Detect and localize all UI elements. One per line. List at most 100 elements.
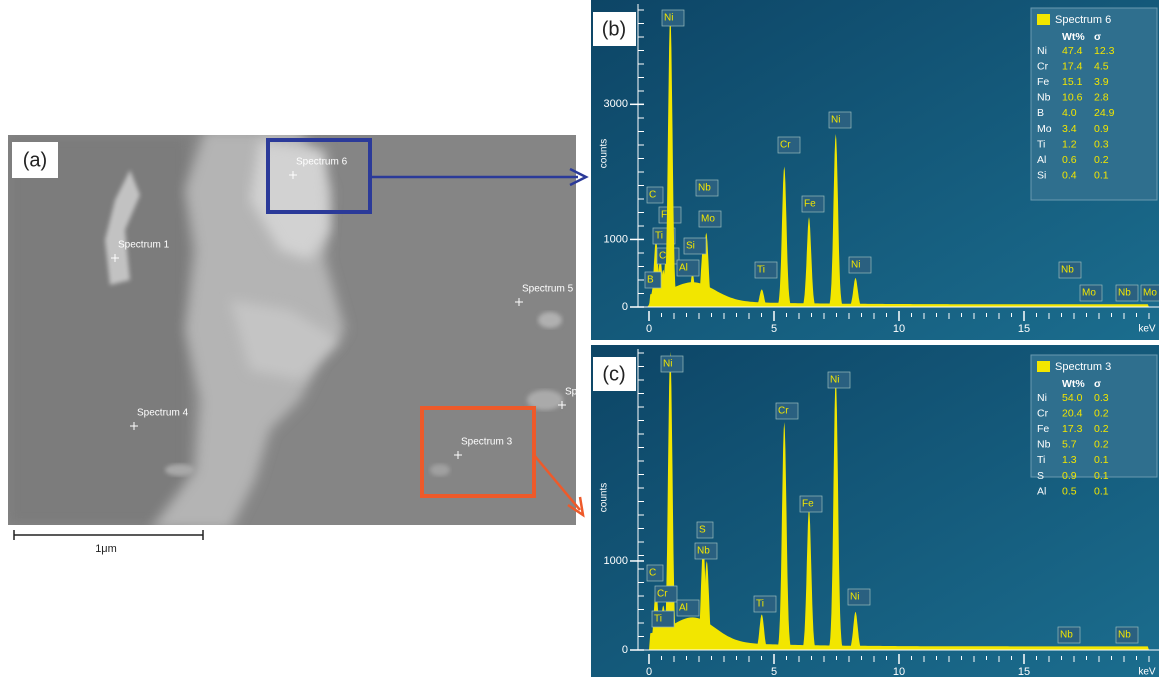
peak-label: Cr	[778, 406, 789, 417]
table-value: 17.4	[1062, 60, 1083, 72]
peak-label: Ti	[757, 265, 765, 276]
table-element: Ni	[1037, 392, 1047, 404]
peak-label: Nb	[698, 183, 711, 194]
table-value: 0.5	[1062, 485, 1077, 497]
peak-label: Fe	[802, 499, 814, 510]
table-element: S	[1037, 470, 1044, 482]
x-tick-label: 15	[1018, 666, 1030, 677]
spot-label: Spectrum 4	[137, 408, 189, 419]
x-tick-label: 0	[646, 323, 652, 335]
table-element: Ti	[1037, 138, 1045, 150]
table-value: 2.8	[1094, 92, 1109, 104]
y-axis-label: counts	[599, 483, 610, 512]
table-value: 3.9	[1094, 76, 1109, 88]
panel-label: (a)	[23, 149, 47, 171]
table-value: 0.2	[1094, 423, 1109, 435]
table-header: Wt%	[1062, 31, 1085, 43]
table-value: 0.2	[1094, 439, 1109, 451]
table-value: 17.3	[1062, 423, 1083, 435]
table-value: 3.4	[1062, 123, 1077, 135]
table-element: Cr	[1037, 407, 1049, 419]
y-tick-label: 1000	[604, 233, 628, 245]
table-value: 20.4	[1062, 407, 1083, 419]
table-value: 0.9	[1062, 470, 1077, 482]
table-element: Mo	[1037, 123, 1052, 135]
table-element: Ni	[1037, 45, 1047, 57]
table-value: 54.0	[1062, 392, 1083, 404]
peak-label: Cr	[780, 140, 791, 151]
y-tick-label: 3000	[604, 98, 628, 110]
x-tick-label: 5	[771, 323, 777, 335]
x-tick-label: 10	[893, 666, 905, 677]
scale-bar-label: 1μm	[95, 543, 117, 555]
table-value: 15.1	[1062, 76, 1083, 88]
peak-label: Ni	[831, 115, 840, 126]
y-tick-label: 0	[622, 301, 628, 313]
peak-label: Ni	[664, 13, 673, 24]
peak-label: Ni	[663, 359, 672, 370]
table-value: 5.7	[1062, 439, 1077, 451]
peak-label: Fe	[804, 199, 816, 210]
peak-label: Ni	[851, 260, 860, 271]
peak-label: Ti	[654, 614, 662, 625]
peak-label: Al	[679, 603, 688, 614]
table-value: 0.4	[1062, 170, 1077, 182]
table-element: Al	[1037, 485, 1046, 497]
table-element: Nb	[1037, 439, 1051, 451]
peak-label: Mo	[1143, 288, 1157, 299]
legend-title: Spectrum 6	[1055, 14, 1111, 26]
spot-label: Spectrum 3	[461, 437, 513, 448]
peak-label: Nb	[1061, 265, 1074, 276]
table-value: 47.4	[1062, 45, 1083, 57]
peak-label: Nb	[1118, 630, 1131, 641]
spot-label: Spectrum 6	[296, 157, 348, 168]
table-value: 0.9	[1094, 123, 1109, 135]
x-tick-label: 0	[646, 666, 652, 677]
x-tick-label: 5	[771, 666, 777, 677]
panel-label: (c)	[602, 363, 625, 385]
table-value: 1.2	[1062, 138, 1077, 150]
y-axis-label: counts	[599, 139, 610, 168]
x-tick-label: 10	[893, 323, 905, 335]
table-element: Fe	[1037, 423, 1049, 435]
peak-label: Ti	[756, 599, 764, 610]
table-value: 0.1	[1094, 485, 1109, 497]
spot-label: Spectrum 5	[522, 284, 574, 295]
peak-label: B	[647, 275, 654, 286]
table-element: Nb	[1037, 92, 1051, 104]
table-value: 0.3	[1094, 392, 1109, 404]
table-value: 10.6	[1062, 92, 1083, 104]
y-tick-label: 0	[622, 644, 628, 656]
x-tick-label: 15	[1018, 323, 1030, 335]
table-header: σ	[1094, 31, 1101, 43]
peak-label: Ti	[655, 231, 663, 242]
table-value: 4.5	[1094, 60, 1109, 72]
sem-image	[8, 130, 576, 530]
table-header: Wt%	[1062, 378, 1085, 390]
peak-label: S	[699, 525, 706, 536]
peak-label: Mo	[1082, 288, 1096, 299]
table-value: 4.0	[1062, 107, 1077, 119]
table-value: 0.2	[1094, 407, 1109, 419]
peak-label: Nb	[1118, 288, 1131, 299]
peak-label: Al	[679, 263, 688, 274]
table-value: 0.3	[1094, 138, 1109, 150]
table-element: Si	[1037, 170, 1046, 182]
x-axis-label: keV	[1138, 324, 1156, 335]
peak-label: Si	[686, 241, 695, 252]
table-value: 1.3	[1062, 454, 1077, 466]
table-value: 24.9	[1094, 107, 1115, 119]
peak-label: Ni	[850, 592, 859, 603]
peak-label: C	[649, 568, 656, 579]
legend-title: Spectrum 3	[1055, 361, 1111, 373]
legend-swatch	[1037, 14, 1050, 25]
table-element: Cr	[1037, 60, 1049, 72]
x-axis-label: keV	[1138, 667, 1156, 677]
y-tick-label: 1000	[604, 555, 628, 567]
peak-label: Mo	[701, 214, 715, 225]
panel-label: (b)	[602, 18, 626, 40]
peak-label: Nb	[697, 546, 710, 557]
table-value: 0.1	[1094, 470, 1109, 482]
table-element: Al	[1037, 154, 1046, 166]
table-value: 0.1	[1094, 454, 1109, 466]
